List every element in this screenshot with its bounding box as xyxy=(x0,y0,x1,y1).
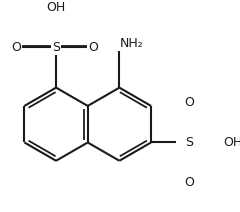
Text: OH: OH xyxy=(46,1,66,14)
Text: O: O xyxy=(11,41,21,54)
Text: O: O xyxy=(88,41,98,54)
Text: NH₂: NH₂ xyxy=(120,37,144,50)
Text: OH: OH xyxy=(223,136,240,149)
Text: S: S xyxy=(186,136,193,149)
Text: O: O xyxy=(185,176,194,189)
Text: S: S xyxy=(52,41,60,54)
Text: O: O xyxy=(185,96,194,109)
